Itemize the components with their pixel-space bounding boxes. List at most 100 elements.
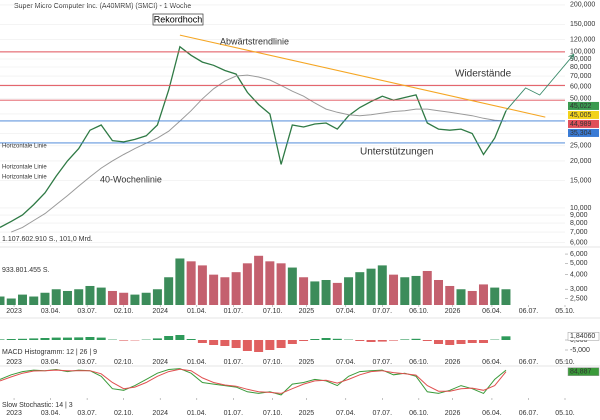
volume-annotation: 1.107.602.910 S., 101,0 Mrd. <box>2 236 93 243</box>
y-tick-label: 15,000 <box>570 177 592 184</box>
x-tick-label: 07.04. <box>336 359 356 366</box>
y-tick-label: 6,000 <box>570 239 588 246</box>
bar <box>62 290 72 305</box>
bar <box>17 294 27 305</box>
y-tick-label: 3,000 <box>570 286 588 293</box>
x-tick-label: 03.04. <box>41 308 61 315</box>
bar <box>254 255 264 305</box>
y-tick-label: 10,000 <box>570 205 592 212</box>
bar <box>220 277 230 305</box>
x-tick-label: 2023 <box>6 359 22 366</box>
x-tick-label: 07.07. <box>373 359 393 366</box>
bar <box>119 292 129 305</box>
bar <box>434 279 444 305</box>
x-tick-label: 06.10. <box>409 410 429 417</box>
bar <box>107 290 117 305</box>
bar <box>276 263 286 305</box>
stochastic-title: Slow Stochastic: 14 | 3 <box>2 402 73 409</box>
bar <box>400 339 410 340</box>
bar <box>0 339 5 340</box>
bar <box>344 277 354 305</box>
bar <box>130 294 140 305</box>
x-tick-label: 02.10. <box>114 308 134 315</box>
x-tick-label: 01.04. <box>187 410 207 417</box>
x-tick-label: 2026 <box>445 359 461 366</box>
bar <box>152 289 162 305</box>
x-tick-label: 2026 <box>445 308 461 315</box>
bar <box>366 268 376 305</box>
bar <box>456 289 466 305</box>
bar <box>141 292 151 305</box>
bar <box>40 338 50 340</box>
resistance-label: Widerstände <box>455 69 512 80</box>
y-tick-label: 8,000 <box>570 220 588 227</box>
bar <box>96 337 106 340</box>
bar <box>62 337 72 340</box>
bar <box>287 267 297 305</box>
bar <box>85 285 95 305</box>
bar <box>220 340 230 346</box>
series-line <box>11 74 507 233</box>
x-tick-label: 07.10. <box>263 410 283 417</box>
bar <box>186 339 196 340</box>
y-tick-label: 80,000 <box>570 64 592 71</box>
bar <box>265 340 275 350</box>
horizontal-line-label: Horizontale Linie <box>2 175 47 181</box>
bar <box>332 282 342 305</box>
bar <box>6 339 16 340</box>
x-tick-label: 02.10. <box>114 359 134 366</box>
bar <box>152 338 162 340</box>
bar <box>400 277 410 305</box>
bar <box>17 338 27 340</box>
x-tick-label: 01.07. <box>224 410 244 417</box>
x-tick-label: 05.10. <box>555 359 575 366</box>
y-tick-label: 50,000 <box>570 96 592 103</box>
y-tick-label: 90,000 <box>570 56 592 63</box>
x-tick-label: 01.04. <box>187 359 207 366</box>
series-line <box>0 368 507 394</box>
bar <box>186 261 196 305</box>
support-label: Unterstützungen <box>360 147 433 158</box>
price-tag <box>568 110 599 119</box>
x-tick-label: 06.07. <box>519 359 539 366</box>
x-tick-label: 01.04. <box>187 308 207 315</box>
bar <box>29 296 39 305</box>
price-tag-label: 35,304 <box>570 130 592 137</box>
bar <box>377 340 387 342</box>
bar <box>299 277 309 305</box>
x-tick-label: 2025 <box>299 308 315 315</box>
y-tick-label: 200,000 <box>570 2 595 9</box>
x-tick-label: 06.07. <box>519 308 539 315</box>
bar <box>501 289 511 305</box>
bar <box>6 298 16 305</box>
horizontal-line-label: Horizontale Linie <box>2 165 47 171</box>
bar <box>254 340 264 352</box>
bar <box>74 337 84 340</box>
bar <box>231 340 241 348</box>
bar <box>467 290 477 305</box>
bar <box>411 275 421 305</box>
x-tick-label: 03.07. <box>77 308 97 315</box>
price-tag-label: 44,989 <box>570 121 592 128</box>
x-tick-label: 2025 <box>299 410 315 417</box>
y-tick-label: -5,000 <box>570 347 590 354</box>
bar <box>321 338 331 340</box>
x-tick-label: 2024 <box>152 410 168 417</box>
x-tick-label: 06.10. <box>409 308 429 315</box>
y-tick-label: 70,000 <box>570 73 592 80</box>
price-tag <box>568 119 599 128</box>
bar <box>422 340 432 341</box>
bar <box>40 292 50 305</box>
x-tick-label: 03.07. <box>77 410 97 417</box>
price-tag-label: 45,022 <box>570 103 592 110</box>
bar <box>411 338 421 340</box>
y-tick-label: 100,000 <box>570 49 595 56</box>
y-tick-label: 150,000 <box>570 21 595 28</box>
value-tag-label: 84,887 <box>570 369 592 376</box>
bar <box>355 272 365 305</box>
bar <box>310 339 320 340</box>
record-box <box>152 13 204 26</box>
bar <box>490 287 500 305</box>
macd-title: MACD Histogramm: 12 | 26 | 9 <box>2 349 97 356</box>
